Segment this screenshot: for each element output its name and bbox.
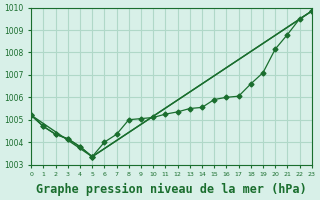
X-axis label: Graphe pression niveau de la mer (hPa): Graphe pression niveau de la mer (hPa) [36,183,307,196]
